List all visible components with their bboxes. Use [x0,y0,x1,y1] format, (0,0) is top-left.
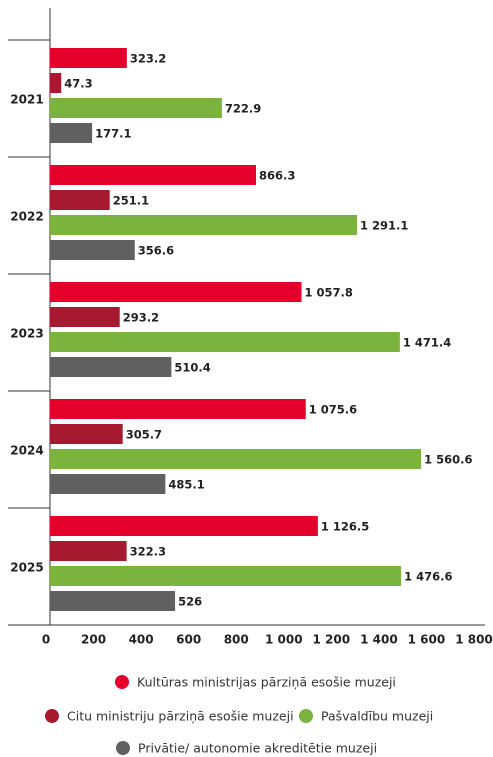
bar [50,48,127,68]
value-label: 47.3 [64,77,92,91]
bar [50,73,62,93]
value-label: 722.9 [225,102,261,116]
bar [50,123,93,143]
value-label: 485.1 [168,478,204,492]
y-tick-label: 2021 [10,93,43,107]
value-label: 1 291.1 [360,219,408,233]
x-tick-label: 400 [129,633,154,647]
value-label: 526 [178,595,202,609]
x-tick-label: 800 [224,633,249,647]
value-label: 1 057.8 [305,286,353,300]
legend-label: Citu ministriju pārziņā esošie muzeji [67,709,294,724]
value-label: 322.3 [130,545,166,559]
value-label: 305.7 [126,428,162,442]
value-label: 1 476.6 [404,570,452,584]
bar [50,449,422,469]
bar [50,541,127,561]
x-tick-label: 1 000 [265,633,303,647]
bar [50,332,400,352]
x-tick-label: 1 400 [360,633,398,647]
x-tick-label: 200 [81,633,106,647]
value-label: 177.1 [95,127,131,141]
value-label: 510.4 [174,361,210,375]
bar [50,307,120,327]
bar [50,566,402,586]
x-tick-label: 1 800 [455,633,493,647]
bar [50,424,123,444]
legend-swatch [115,675,129,689]
bar [50,240,135,260]
bar [50,474,166,494]
x-tick-label: 600 [176,633,201,647]
x-tick-label: 1 200 [313,633,351,647]
bar [50,165,256,185]
value-label: 1 471.4 [403,336,451,350]
bar [50,190,110,210]
value-label: 1 560.6 [424,453,472,467]
y-tick-label: 2022 [10,210,43,224]
legend-swatch [116,741,130,755]
bar [50,98,222,118]
value-label: 251.1 [113,194,149,208]
legend-swatch [299,709,313,723]
x-tick-label: 0 [42,633,50,647]
value-label: 356.6 [138,244,174,258]
bar [50,215,357,235]
value-label: 1 075.6 [309,403,357,417]
legend-swatch [45,709,59,723]
bar [50,399,306,419]
y-tick-label: 2023 [10,327,43,341]
y-tick-label: 2025 [10,561,43,575]
legend-label: Pašvaldību muzeji [321,709,433,724]
bar [50,282,302,302]
bar [50,591,176,611]
bar [50,357,172,377]
legend-label: Kultūras ministrijas pārziņā esošie muze… [137,675,396,690]
value-label: 323.2 [130,52,166,66]
y-tick-label: 2024 [10,444,43,458]
x-tick-label: 1 600 [408,633,446,647]
value-label: 866.3 [259,169,295,183]
bar [50,516,318,536]
value-label: 293.2 [123,311,159,325]
legend-label: Privātie/ autonomie akreditētie muzeji [138,741,377,756]
value-label: 1 126.5 [321,520,369,534]
